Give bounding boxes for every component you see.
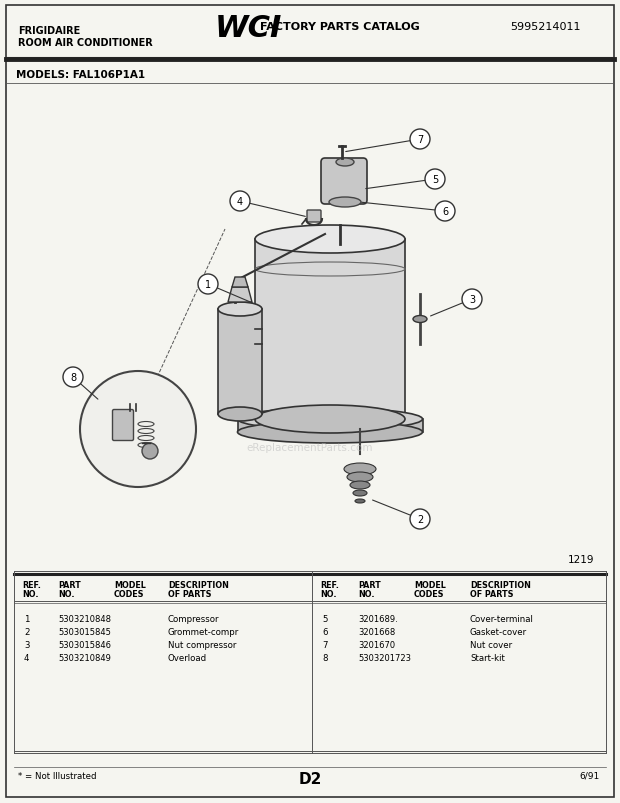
Text: NO.: NO. — [320, 589, 337, 598]
Text: 5303201723: 5303201723 — [358, 653, 411, 662]
Text: Overload: Overload — [168, 653, 207, 662]
Ellipse shape — [218, 407, 262, 422]
Text: 3201668: 3201668 — [358, 627, 396, 636]
Ellipse shape — [355, 499, 365, 503]
Text: OF PARTS: OF PARTS — [168, 589, 211, 598]
Text: 5995214011: 5995214011 — [510, 22, 580, 32]
Circle shape — [63, 368, 83, 388]
Text: 6/91: 6/91 — [580, 771, 600, 780]
Text: 2: 2 — [417, 515, 423, 524]
Text: 3: 3 — [469, 295, 475, 304]
Text: 7: 7 — [417, 135, 423, 145]
Text: 7: 7 — [322, 640, 327, 649]
Text: Nut compressor: Nut compressor — [168, 640, 236, 649]
Circle shape — [230, 192, 250, 212]
Text: 6: 6 — [442, 206, 448, 217]
Text: 6: 6 — [322, 627, 327, 636]
Text: MODEL: MODEL — [114, 581, 146, 589]
Polygon shape — [228, 287, 252, 303]
Text: 1219: 1219 — [568, 554, 595, 565]
Text: 5: 5 — [322, 614, 327, 623]
Ellipse shape — [237, 422, 422, 443]
Ellipse shape — [344, 463, 376, 475]
Text: Nut cover: Nut cover — [470, 640, 512, 649]
Text: CODES: CODES — [414, 589, 445, 598]
Text: DESCRIPTION: DESCRIPTION — [168, 581, 229, 589]
Ellipse shape — [255, 406, 405, 434]
Text: WCI: WCI — [215, 14, 282, 43]
Circle shape — [410, 130, 430, 150]
Ellipse shape — [237, 409, 422, 430]
Text: 1: 1 — [205, 279, 211, 290]
Circle shape — [425, 169, 445, 190]
Ellipse shape — [329, 198, 361, 208]
Text: PART: PART — [358, 581, 381, 589]
Polygon shape — [232, 278, 248, 287]
Text: D2: D2 — [298, 771, 322, 786]
Ellipse shape — [350, 482, 370, 489]
Circle shape — [435, 202, 455, 222]
Circle shape — [462, 290, 482, 310]
Bar — [218, 310, 262, 414]
FancyBboxPatch shape — [307, 210, 321, 222]
FancyBboxPatch shape — [321, 159, 367, 205]
Text: Cover-terminal: Cover-terminal — [470, 614, 534, 623]
Text: 3201670: 3201670 — [358, 640, 395, 649]
Text: MODEL: MODEL — [414, 581, 446, 589]
Text: FRIGIDAIRE: FRIGIDAIRE — [18, 26, 80, 36]
Text: ROOM AIR CONDITIONER: ROOM AIR CONDITIONER — [18, 38, 153, 48]
Text: eReplacementParts.com: eReplacementParts.com — [247, 442, 373, 452]
Circle shape — [80, 372, 196, 487]
Text: 8: 8 — [322, 653, 327, 662]
Circle shape — [198, 275, 218, 295]
Text: Compressor: Compressor — [168, 614, 219, 623]
Ellipse shape — [255, 226, 405, 254]
Text: 8: 8 — [70, 373, 76, 382]
Text: 4: 4 — [237, 197, 243, 206]
Ellipse shape — [336, 159, 354, 167]
Text: NO.: NO. — [358, 589, 374, 598]
Text: 2: 2 — [24, 627, 30, 636]
Ellipse shape — [353, 491, 367, 496]
Text: Start-kit: Start-kit — [470, 653, 505, 662]
Ellipse shape — [218, 303, 262, 316]
Circle shape — [410, 509, 430, 529]
Text: 3: 3 — [24, 640, 30, 649]
Text: CODES: CODES — [114, 589, 144, 598]
Text: 3201689.: 3201689. — [358, 614, 398, 623]
FancyBboxPatch shape — [112, 410, 133, 441]
Text: 5303015846: 5303015846 — [58, 640, 111, 649]
Text: REF.: REF. — [320, 581, 339, 589]
Bar — [238, 419, 423, 433]
Text: Gasket-cover: Gasket-cover — [470, 627, 527, 636]
Ellipse shape — [347, 472, 373, 483]
Text: * = Not Illustrated: * = Not Illustrated — [18, 771, 97, 780]
Text: 5303210849: 5303210849 — [58, 653, 111, 662]
Text: 5303015845: 5303015845 — [58, 627, 111, 636]
Ellipse shape — [413, 316, 427, 323]
Text: MODELS: FAL106P1A1: MODELS: FAL106P1A1 — [16, 70, 145, 80]
Text: 4: 4 — [24, 653, 30, 662]
Text: PART: PART — [58, 581, 81, 589]
Text: NO.: NO. — [58, 589, 74, 598]
Text: Grommet-compr: Grommet-compr — [168, 627, 239, 636]
Text: DESCRIPTION: DESCRIPTION — [470, 581, 531, 589]
Text: NO.: NO. — [22, 589, 38, 598]
Text: OF PARTS: OF PARTS — [470, 589, 513, 598]
Bar — [255, 240, 405, 419]
Text: 5: 5 — [432, 175, 438, 185]
Circle shape — [142, 443, 158, 459]
Text: 5303210848: 5303210848 — [58, 614, 111, 623]
Text: 1: 1 — [24, 614, 30, 623]
Text: FACTORY PARTS CATALOG: FACTORY PARTS CATALOG — [260, 22, 420, 32]
Text: REF.: REF. — [22, 581, 41, 589]
